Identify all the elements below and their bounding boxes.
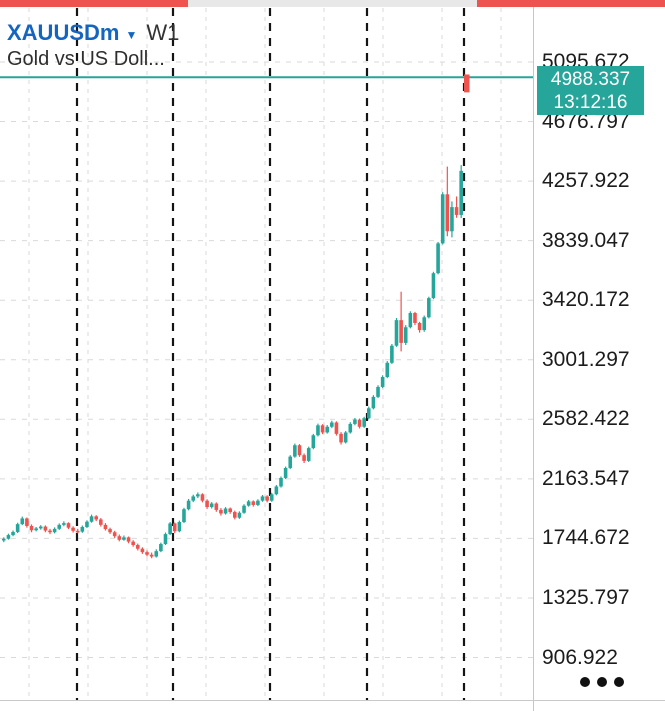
price-axis-label: 3420.172	[542, 288, 630, 312]
progress-bar-segment-left	[0, 0, 188, 7]
current-price-badge: 4988.337 13:12:16	[537, 66, 644, 115]
current-price-value: 4988.337	[550, 68, 631, 90]
price-axis-label: 1744.672	[542, 526, 630, 550]
price-axis-label: 1325.797	[542, 585, 630, 609]
dot-icon	[580, 677, 590, 687]
current-price-time: 13:12:16	[553, 91, 628, 113]
price-axis-label: 4257.922	[542, 169, 630, 193]
price-axis-label: 4676.797	[542, 109, 630, 133]
price-axis-label: 906.922	[542, 645, 618, 669]
price-axis-label: 3001.297	[542, 347, 630, 371]
more-options-button[interactable]	[580, 677, 624, 687]
timeframe-label[interactable]: W1	[146, 20, 180, 45]
dot-icon	[614, 677, 624, 687]
price-axis[interactable]: 5095.672 4676.797 4257.922 3839.047 3420.172…	[533, 7, 665, 711]
price-axis-label: 2163.547	[542, 466, 630, 490]
symbol-name[interactable]: XAUUSDm	[7, 20, 120, 45]
chart-bottom-border	[0, 700, 665, 701]
chevron-down-icon[interactable]: ▼	[125, 27, 138, 42]
price-axis-label: 3839.047	[542, 228, 630, 252]
progress-bar-track	[188, 0, 477, 7]
price-axis-label: 2582.422	[542, 407, 630, 431]
dot-icon	[597, 677, 607, 687]
symbol-selector[interactable]: XAUUSDm ▼ W1	[7, 20, 179, 46]
progress-bar	[0, 0, 665, 7]
progress-bar-segment-right	[477, 0, 665, 7]
symbol-description: Gold vs US Doll...	[7, 48, 165, 70]
symbol-header: XAUUSDm ▼ W1 Gold vs US Doll...	[7, 20, 179, 71]
